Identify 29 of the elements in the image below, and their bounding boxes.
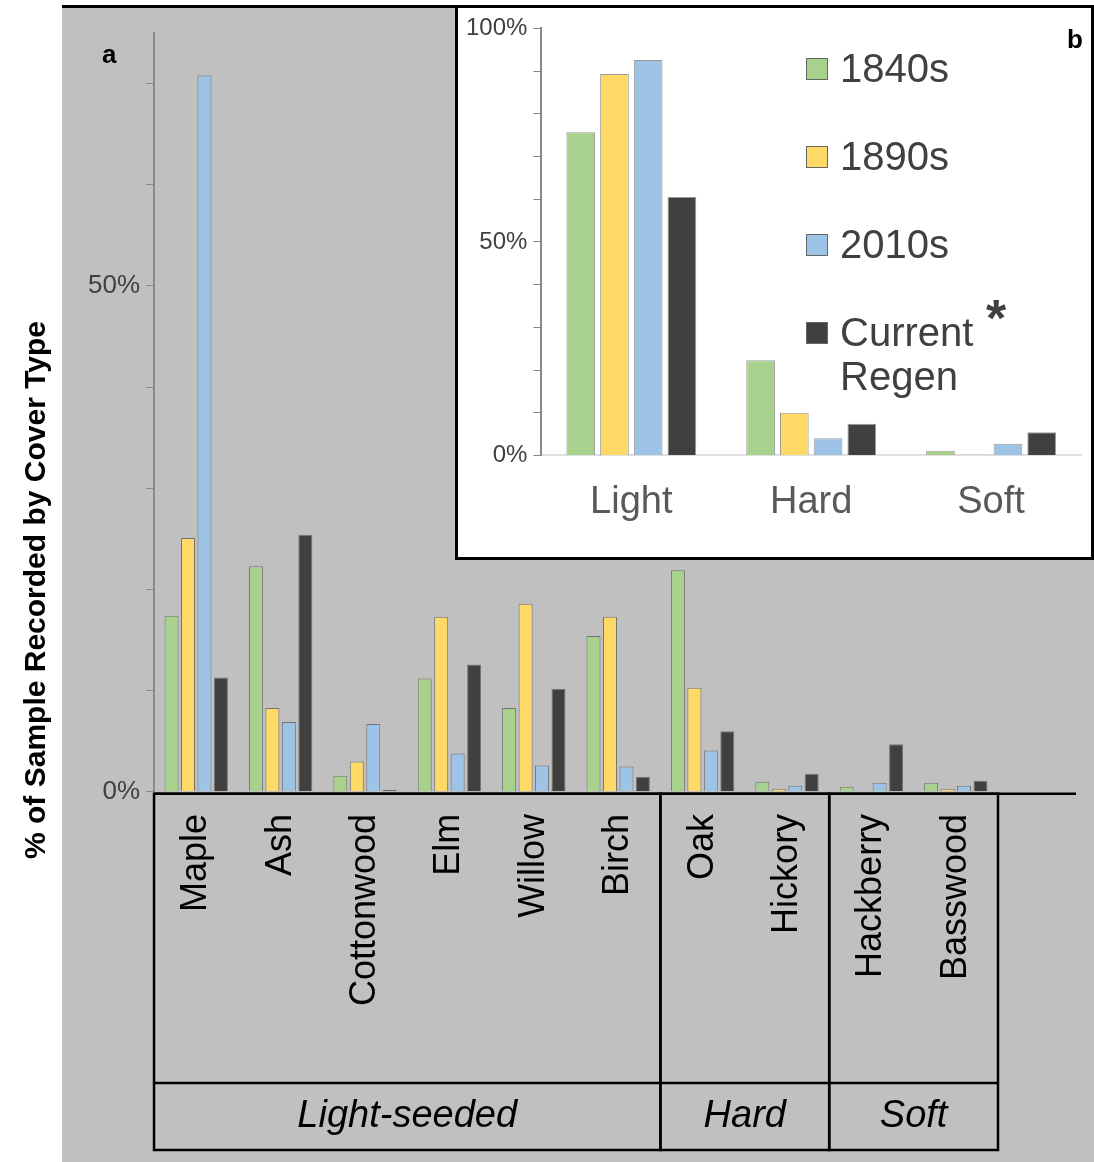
- legend-label: 1890s: [840, 134, 949, 178]
- x-tick-label: Ash: [257, 813, 299, 876]
- legend-label: 1840s: [840, 46, 949, 90]
- y-tick-label: 0%: [492, 440, 528, 468]
- annotation: *: [986, 289, 1007, 347]
- x-tick-label: Maple: [173, 813, 215, 912]
- x-tick-label: Oak: [679, 812, 721, 880]
- y-tick-label: 100%: [465, 13, 528, 41]
- x-tick-label: Basswood: [932, 813, 974, 980]
- x-tick-label: Hackberry: [848, 813, 890, 978]
- legend-label: Current Regen: [840, 310, 974, 398]
- x-tick-label: Hard: [770, 478, 853, 521]
- annotation: b: [1067, 24, 1083, 55]
- legend-label: 2010s: [840, 222, 949, 266]
- y-tick-label: 50%: [87, 269, 141, 300]
- x-tick-label: Hickory: [763, 813, 805, 934]
- x-tick-label: Light: [590, 478, 673, 521]
- y-tick-label: 50%: [479, 226, 528, 254]
- x-tick-label: Elm: [426, 813, 468, 876]
- x-tick-label: Cottonwood: [341, 813, 383, 1007]
- text: Soft: [879, 1093, 949, 1136]
- text: Hard: [703, 1093, 788, 1136]
- y-axis-title: % of Sample Recorded by Cover Type: [18, 321, 52, 859]
- text: a: [102, 39, 117, 70]
- x-tick-label: Willow: [510, 812, 552, 918]
- x-tick-label: Soft: [957, 478, 1026, 521]
- text: Light-seeded: [297, 1093, 519, 1136]
- y-tick-label: 0%: [102, 775, 141, 806]
- x-tick-label: Birch: [595, 813, 637, 896]
